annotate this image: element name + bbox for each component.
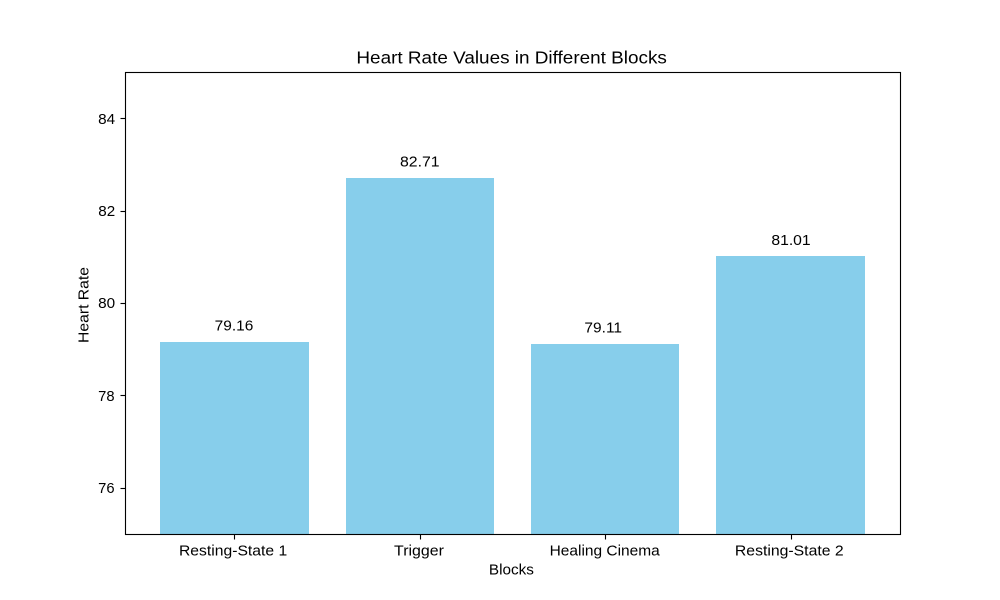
svg-text:Trigger: Trigger — [394, 543, 444, 559]
svg-text:Resting-State 1: Resting-State 1 — [179, 543, 287, 559]
svg-text:Heart Rate: Heart Rate — [76, 267, 92, 343]
svg-text:Healing Cinema: Healing Cinema — [550, 543, 661, 559]
svg-text:84: 84 — [98, 112, 115, 128]
svg-text:80: 80 — [98, 296, 115, 312]
svg-text:82.71: 82.71 — [400, 154, 440, 170]
svg-text:Heart Rate Values in Different: Heart Rate Values in Different Blocks — [356, 48, 667, 68]
svg-text:76: 76 — [98, 481, 114, 497]
svg-text:81.01: 81.01 — [771, 233, 810, 249]
svg-text:79.16: 79.16 — [215, 318, 254, 334]
svg-text:Resting-State 2: Resting-State 2 — [735, 543, 844, 559]
svg-text:78: 78 — [98, 389, 114, 405]
svg-text:Blocks: Blocks — [489, 562, 534, 578]
svg-text:79.11: 79.11 — [584, 321, 622, 337]
svg-text:82: 82 — [98, 204, 115, 220]
